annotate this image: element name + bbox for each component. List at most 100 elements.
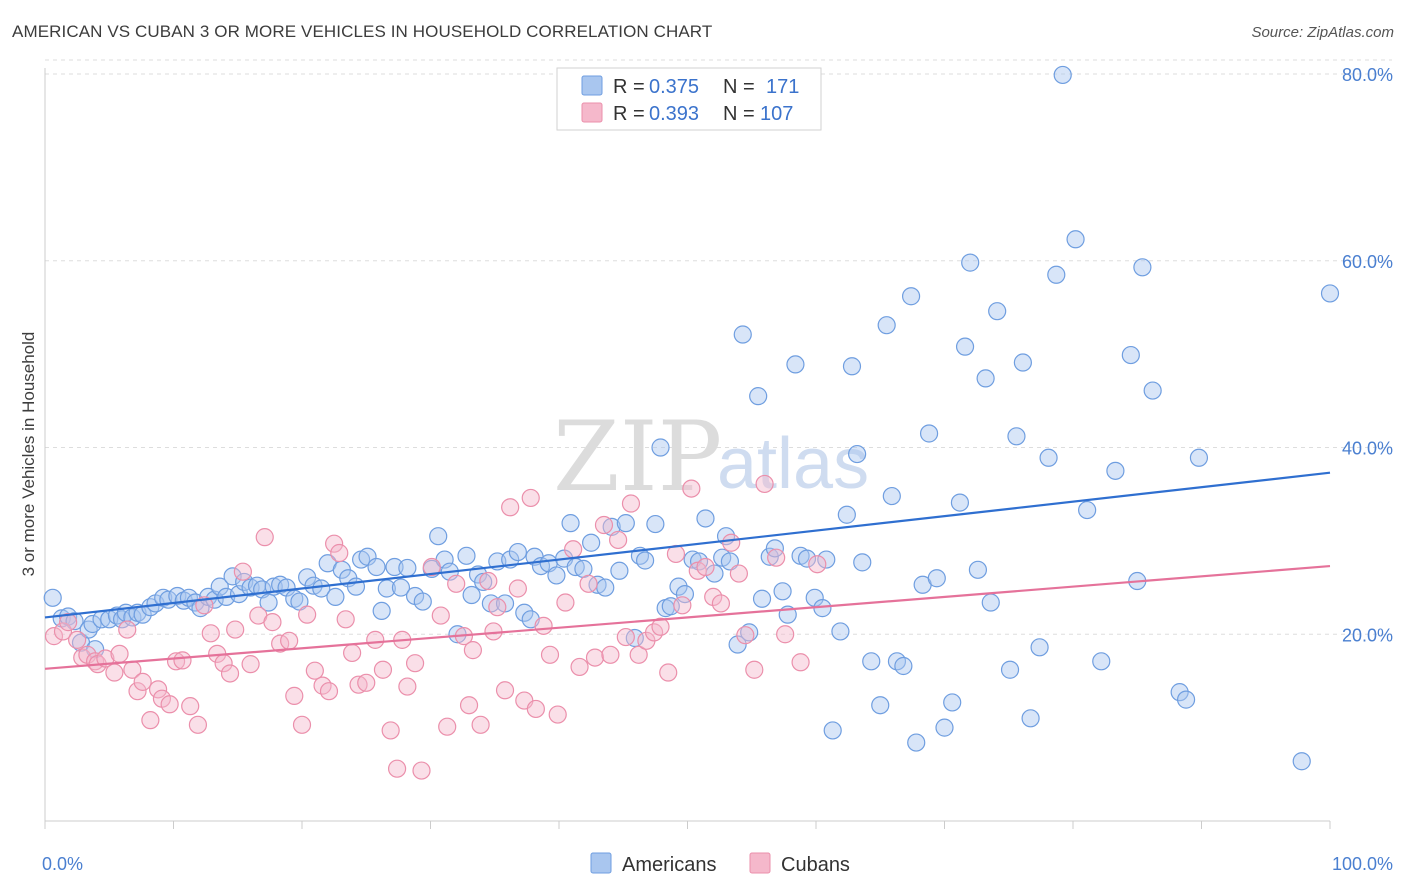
series-americans: [43, 65, 1340, 771]
point-americans-6: [83, 614, 102, 634]
point-cubans-9: [105, 663, 124, 682]
point-americans-93: [651, 438, 670, 457]
legend-bottom: Americans Cubans: [590, 852, 850, 876]
point-americans-114: [786, 355, 805, 374]
point-americans-56: [398, 558, 417, 578]
point-americans-27: [210, 577, 229, 596]
point-cubans-98: [722, 533, 741, 552]
point-americans-72: [508, 542, 527, 562]
point-cubans-56: [422, 557, 441, 577]
point-cubans-99: [729, 564, 749, 583]
trend-line-americans: [44, 471, 1331, 619]
point-cubans-33: [263, 613, 282, 632]
legend-top-r-value-americans: 0.375: [649, 76, 699, 98]
point-americans-50: [358, 547, 377, 566]
legend-top-r-label-cubans: R =: [613, 103, 645, 125]
point-cubans-24: [201, 624, 220, 643]
point-americans-165: [1292, 752, 1311, 771]
point-cubans-93: [682, 479, 701, 498]
point-americans-139: [950, 493, 970, 512]
point-cubans-80: [585, 648, 605, 667]
point-cubans-68: [501, 498, 520, 517]
point-americans-97: [675, 585, 695, 604]
point-americans-155: [1078, 500, 1097, 520]
point-americans-83: [582, 533, 601, 552]
point-americans-149: [1021, 709, 1040, 728]
point-cubans-41: [319, 682, 339, 701]
point-americans-91: [635, 551, 655, 570]
point-cubans-2: [59, 613, 78, 632]
point-cubans-84: [616, 627, 635, 647]
point-cubans-20: [173, 651, 192, 670]
point-americans-129: [882, 486, 901, 506]
point-cubans-95: [696, 557, 715, 577]
watermark-atlas: atlas: [717, 424, 869, 504]
y-tick-label-1: 40.0%: [1342, 439, 1393, 459]
point-americans-55: [391, 578, 411, 597]
trend-line-cubans: [44, 564, 1331, 670]
point-americans-0: [43, 588, 62, 607]
point-americans-137: [935, 718, 954, 737]
y-tick-label-3: 80.0%: [1342, 65, 1393, 85]
point-americans-151: [1039, 448, 1058, 467]
legend-top-swatch-cubans: [581, 102, 603, 123]
point-americans-58: [413, 592, 432, 611]
point-americans-100: [696, 509, 715, 528]
point-americans-148: [1013, 353, 1032, 372]
point-americans-78: [547, 566, 566, 585]
point-cubans-71: [521, 488, 540, 508]
point-cubans-11: [118, 620, 137, 639]
point-americans-126: [862, 652, 881, 671]
point-americans-162: [1170, 683, 1189, 702]
x-tick-label-min: 0.0%: [42, 854, 83, 874]
point-americans-106: [733, 325, 752, 344]
point-americans-142: [968, 560, 988, 579]
point-cubans-106: [808, 555, 827, 574]
point-americans-109: [752, 589, 772, 608]
chart-title: AMERICAN VS CUBAN 3 OR MORE VEHICLES IN …: [12, 22, 713, 41]
point-cubans-43: [330, 543, 349, 563]
point-americans-122: [837, 505, 856, 524]
point-cubans-85: [621, 494, 641, 513]
point-americans-132: [901, 287, 921, 306]
point-cubans-82: [601, 645, 620, 664]
point-cubans-75: [548, 705, 567, 724]
point-cubans-86: [629, 645, 648, 664]
point-cubans-77: [564, 540, 583, 559]
legend-bottom-label-americans: Americans: [622, 854, 716, 876]
point-americans-111: [765, 539, 784, 558]
legend-top-swatch-americans: [581, 75, 603, 96]
point-americans-166: [1320, 284, 1340, 303]
point-cubans-61: [459, 696, 479, 715]
point-americans-92: [646, 514, 665, 534]
point-cubans-57: [431, 606, 450, 625]
series-cubans: [44, 474, 827, 780]
point-americans-80: [561, 514, 580, 533]
point-cubans-73: [534, 616, 553, 635]
point-cubans-83: [609, 530, 628, 550]
legend-top-n-value-cubans: 107: [760, 103, 793, 125]
point-americans-3: [65, 612, 84, 631]
point-cubans-14: [133, 672, 152, 691]
point-cubans-30: [241, 655, 260, 674]
point-americans-116: [797, 549, 817, 568]
point-americans-120: [823, 721, 842, 740]
legend-bottom-label-cubans: Cubans: [781, 854, 850, 876]
point-cubans-92: [673, 596, 692, 615]
legend-top-n-label-americans: N =: [723, 76, 755, 98]
point-cubans-18: [160, 695, 179, 714]
point-cubans-15: [141, 711, 160, 730]
point-cubans-55: [412, 761, 431, 780]
point-cubans-38: [298, 605, 317, 624]
point-americans-119: [817, 550, 836, 569]
point-americans-43: [312, 579, 331, 598]
point-cubans-51: [387, 759, 407, 778]
point-americans-73: [515, 603, 534, 622]
point-cubans-74: [540, 645, 560, 664]
point-americans-161: [1143, 381, 1162, 400]
point-cubans-104: [776, 625, 795, 644]
point-americans-127: [871, 696, 890, 715]
legend-top-n-value-americans: 171: [766, 76, 799, 98]
point-cubans-100: [736, 626, 755, 645]
point-cubans-47: [357, 673, 376, 692]
